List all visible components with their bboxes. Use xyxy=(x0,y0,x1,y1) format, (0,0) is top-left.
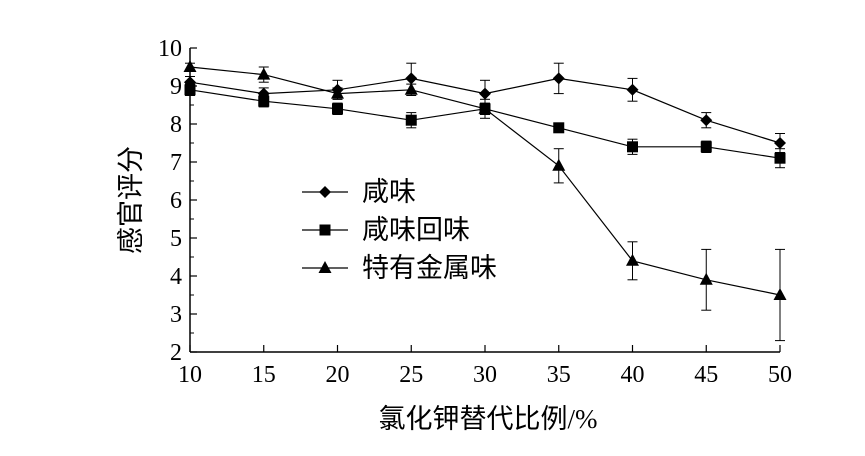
diamond-marker xyxy=(319,186,331,198)
square-marker xyxy=(700,141,712,153)
y-tick-label: 9 xyxy=(170,74,182,100)
series-layer xyxy=(183,60,787,342)
diamond-marker xyxy=(626,83,639,96)
triangle-marker xyxy=(183,60,197,72)
y-tick-label: 4 xyxy=(170,264,182,290)
legend-label: 特有金属味 xyxy=(362,253,497,283)
legend-item: 咸味回味 xyxy=(302,215,470,245)
y-tick-label: 7 xyxy=(170,150,182,176)
x-tick-label: 20 xyxy=(326,362,350,388)
x-tick-label: 45 xyxy=(694,362,718,388)
x-axis-title: 氯化钾替代比例/% xyxy=(379,404,598,434)
triangle-marker xyxy=(773,288,787,300)
y-tick-label: 8 xyxy=(170,112,182,138)
x-tick-label: 10 xyxy=(178,362,202,388)
triangle-marker xyxy=(331,86,344,99)
square-marker xyxy=(774,152,786,164)
triangle-marker xyxy=(699,272,713,285)
triangle-marker xyxy=(478,101,492,114)
x-tick-label: 15 xyxy=(252,362,276,388)
y-tick-label: 10 xyxy=(158,36,182,62)
legend-label: 咸味 xyxy=(362,177,416,207)
y-axis-title: 感官评分 xyxy=(116,146,146,254)
triangle-marker xyxy=(404,82,418,95)
square-marker xyxy=(319,224,331,236)
y-tick-label: 6 xyxy=(170,188,182,214)
x-tick-label: 35 xyxy=(547,362,571,388)
triangle-marker xyxy=(552,158,566,171)
x-tick-label: 40 xyxy=(621,362,645,388)
triangle-marker xyxy=(257,67,271,80)
square-marker xyxy=(184,84,196,96)
square-marker xyxy=(627,141,638,153)
diamond-marker xyxy=(700,114,713,127)
y-tick-label: 5 xyxy=(170,226,182,252)
diamond-marker xyxy=(405,72,418,85)
diamond-marker xyxy=(552,72,565,85)
x-tick-label: 50 xyxy=(768,362,792,388)
square-marker xyxy=(258,95,270,107)
square-marker xyxy=(332,103,343,115)
square-marker xyxy=(553,122,565,134)
triangle-marker xyxy=(626,253,639,266)
legend-item: 特有金属味 xyxy=(302,253,497,283)
x-tick-label: 30 xyxy=(473,362,497,388)
series-triangle xyxy=(183,60,787,342)
diamond-marker xyxy=(774,137,786,149)
square-marker xyxy=(405,114,417,126)
y-tick-label: 3 xyxy=(170,302,182,328)
triangle-marker xyxy=(318,261,332,273)
y-tick-label: 2 xyxy=(170,340,182,366)
x-tick-label: 25 xyxy=(399,362,423,388)
legend-label: 咸味回味 xyxy=(362,215,470,245)
legend-item: 咸味 xyxy=(302,177,416,207)
diamond-marker xyxy=(479,87,491,100)
